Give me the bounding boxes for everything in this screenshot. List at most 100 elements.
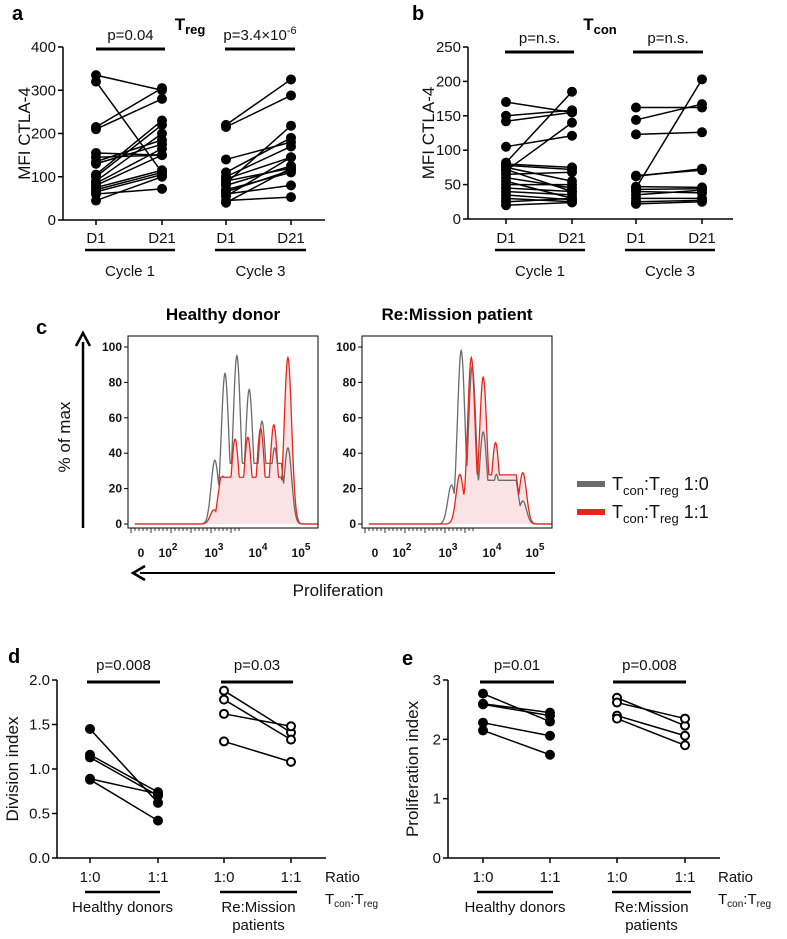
paired-line <box>225 165 292 187</box>
data-point-open <box>612 697 622 708</box>
data-point-open <box>680 740 690 751</box>
panel-e: e 0 1 2 3 Proliferation index 1:0 1:1 1:0 1:1 p=0.… <box>402 648 771 934</box>
data-point <box>478 699 488 710</box>
paired-line <box>505 197 573 203</box>
paired-line <box>225 156 292 180</box>
p-value-text: p=0.03 <box>234 657 280 674</box>
t: :T <box>743 891 756 908</box>
x-tick-label: D1 <box>216 230 235 247</box>
x-tick-label: 1:0 <box>607 869 628 886</box>
paired-line <box>505 187 573 193</box>
y-tick-label: 0 <box>453 211 461 228</box>
data-point <box>697 163 707 174</box>
y-tick-label: 100 <box>102 340 122 354</box>
paired-line <box>505 135 573 148</box>
group-label: Re:Mission patients <box>614 899 688 934</box>
x-tick-label: D1 <box>496 230 515 247</box>
paired-line <box>505 91 573 164</box>
group-label-line: Re:Mission <box>221 899 295 916</box>
data-point <box>157 171 167 182</box>
paired-line <box>95 188 163 195</box>
y-tick-label: 100 <box>31 169 56 186</box>
paired-line <box>505 164 573 171</box>
data-point-open <box>286 756 296 767</box>
y-tick-label: 60 <box>109 411 123 425</box>
data-point <box>286 152 296 163</box>
x-tick-label: D21 <box>277 230 305 247</box>
paired-line <box>635 103 703 121</box>
data-point-open <box>680 730 690 741</box>
x-tick-label: 0 <box>372 546 379 560</box>
paired-line <box>616 697 686 727</box>
p-value-label: p=n.s. <box>519 30 560 47</box>
data-point <box>631 183 641 194</box>
data-point <box>286 141 296 152</box>
data-point <box>478 725 488 736</box>
paired-line <box>616 717 686 746</box>
data-point <box>157 119 167 130</box>
x-tick-label: 1:0 <box>214 869 235 886</box>
data-point <box>697 196 707 207</box>
paired-line <box>225 145 292 178</box>
paired-line <box>635 199 703 203</box>
y-tick-label: 0 <box>349 517 356 531</box>
paired-line <box>482 703 551 717</box>
paired-line <box>505 176 573 189</box>
data-point <box>286 74 296 85</box>
y-tick-label: 1.5 <box>29 717 50 734</box>
data-point <box>478 688 488 699</box>
x-tick-label: D1 <box>86 230 105 247</box>
panel-letter: e <box>402 648 413 670</box>
data-point <box>545 749 555 760</box>
ratio-tcon-treg-label: Tcon:Treg <box>718 891 771 910</box>
data-point-open <box>286 721 296 732</box>
p-value-text: p=0.008 <box>622 657 677 674</box>
tick-exponent: 2 <box>406 542 412 553</box>
sub: reg <box>660 483 679 498</box>
y-tick-label: 40 <box>343 446 357 460</box>
paired-line <box>95 132 163 182</box>
t: :T <box>644 474 660 494</box>
paired-line <box>89 778 159 795</box>
x-tick-label: 1:1 <box>540 869 561 886</box>
data-point <box>567 197 577 208</box>
data-point <box>91 124 101 135</box>
t: T <box>612 474 623 494</box>
data-point <box>501 165 511 176</box>
tick-exponent: 5 <box>305 542 311 553</box>
data-point-open <box>219 694 229 705</box>
paired-line <box>482 702 551 714</box>
data-point-open <box>219 685 229 696</box>
panel-letter: d <box>8 646 20 668</box>
tick-exponent: 4 <box>262 542 268 553</box>
title-sub: reg <box>185 22 205 37</box>
group-label: Cycle 1 <box>105 263 155 280</box>
paired-line <box>89 756 159 797</box>
data-point <box>157 150 167 161</box>
paired-line <box>95 171 163 191</box>
paired-line <box>95 143 163 165</box>
group-label-line: patients <box>625 917 678 934</box>
data-point <box>501 157 511 168</box>
paired-line <box>505 163 573 169</box>
title-main: T <box>583 15 594 34</box>
data-point <box>91 76 101 87</box>
data-point <box>157 83 167 94</box>
x-tick-label: D21 <box>688 230 716 247</box>
data-point-open <box>680 713 690 724</box>
t: T <box>718 891 727 908</box>
p-value-text: p=n.s. <box>519 30 560 47</box>
data-point-open <box>219 736 229 747</box>
y-tick-label: 1 <box>433 791 441 808</box>
paired-line <box>95 81 163 173</box>
paired-line <box>223 713 292 728</box>
group-label: Cycle 3 <box>235 263 285 280</box>
data-point <box>91 158 101 169</box>
data-point <box>567 86 577 97</box>
panel-title: Treg <box>175 15 206 37</box>
paired-line <box>95 154 163 187</box>
legend-label: Tcon:Treg 1:1 <box>612 502 709 526</box>
tick-base: 10 <box>292 546 306 560</box>
data-point <box>545 730 555 741</box>
